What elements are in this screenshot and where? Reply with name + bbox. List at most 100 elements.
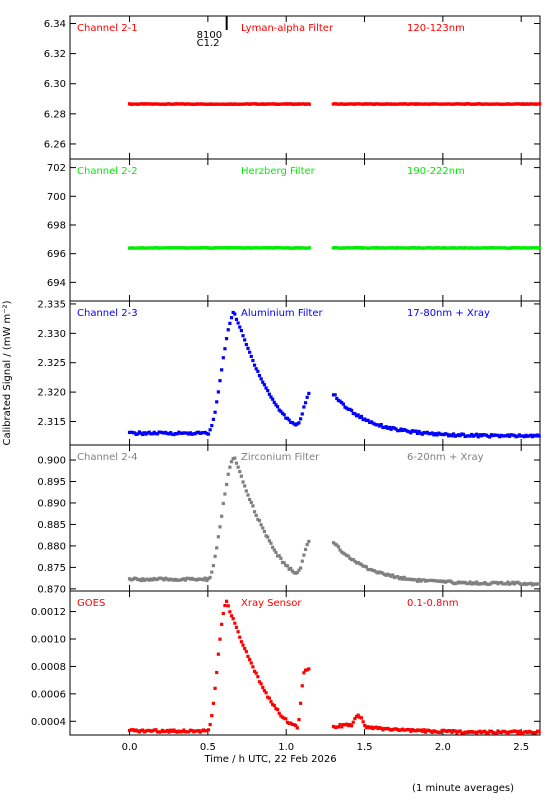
data-point <box>341 723 345 727</box>
data-point <box>287 567 291 571</box>
data-point <box>532 582 536 586</box>
data-point <box>167 730 171 734</box>
panel-channel-2-2-ytick-label: 694 <box>47 278 66 289</box>
data-point <box>379 422 383 427</box>
panel-channel-2-1-series <box>127 102 542 106</box>
data-point <box>331 541 336 545</box>
data-point <box>211 564 216 568</box>
data-point <box>402 575 406 579</box>
data-point <box>149 577 153 581</box>
data-point <box>432 579 436 583</box>
data-point <box>354 714 359 719</box>
data-point <box>175 432 179 436</box>
xtick-label: 2.5 <box>513 742 529 753</box>
data-point <box>188 431 192 435</box>
panel-channel-2-2-frame <box>69 158 541 302</box>
data-point <box>201 431 206 435</box>
data-point <box>527 434 531 438</box>
data-point <box>149 432 153 436</box>
data-point <box>466 730 471 734</box>
data-point <box>351 557 355 562</box>
data-point <box>348 407 352 411</box>
data-point <box>183 431 188 435</box>
data-point <box>465 581 469 586</box>
data-point <box>290 569 294 573</box>
data-point <box>471 434 475 438</box>
panel-channel-2-1-filter-label: Lyman-alpha Filter <box>241 23 334 34</box>
data-point <box>173 432 178 436</box>
data-point <box>424 579 428 583</box>
data-point <box>509 433 513 437</box>
data-point <box>399 427 403 431</box>
data-point <box>248 350 252 354</box>
data-point <box>412 577 416 582</box>
data-point <box>239 640 243 644</box>
data-point <box>146 728 150 733</box>
data-point <box>147 430 151 434</box>
data-point <box>519 434 523 438</box>
panel-channel-2-2-band-label: 190-222nm <box>407 166 465 177</box>
data-point <box>277 554 281 558</box>
data-point <box>195 578 199 582</box>
data-point <box>506 580 510 584</box>
data-point <box>373 725 377 730</box>
data-point <box>303 668 308 672</box>
data-point <box>353 412 357 416</box>
y-axis-title: Calibrated Signal / (mW m⁻²) <box>2 300 13 445</box>
panel-goes-filter-label: Xray Sensor <box>241 598 302 609</box>
data-point <box>410 429 415 433</box>
data-point <box>409 431 413 435</box>
data-point <box>529 433 533 437</box>
data-point <box>335 543 339 547</box>
data-point <box>348 556 352 560</box>
data-point <box>224 599 229 603</box>
data-point <box>228 610 232 614</box>
data-point <box>346 554 350 558</box>
data-point <box>405 429 410 433</box>
data-point <box>170 578 174 582</box>
data-point <box>257 680 262 684</box>
data-point <box>346 723 350 728</box>
data-point <box>220 368 224 372</box>
panel-channel-2-1-ytick-label: 6.34 <box>44 19 66 30</box>
data-point <box>136 729 140 733</box>
data-point <box>532 731 536 735</box>
data-point <box>180 431 184 435</box>
data-point <box>374 423 378 427</box>
data-point <box>307 246 311 250</box>
data-point <box>302 671 306 675</box>
data-point <box>331 393 336 397</box>
panel-goes-ytick-label: 0.0004 <box>31 717 66 728</box>
data-point <box>244 650 248 654</box>
data-point <box>427 578 431 583</box>
data-point <box>177 578 181 582</box>
data-point <box>210 714 214 718</box>
data-point <box>499 433 503 438</box>
data-point <box>200 577 204 581</box>
data-point <box>338 399 342 403</box>
data-point <box>211 701 216 705</box>
data-point <box>407 430 411 434</box>
data-point <box>516 731 520 735</box>
data-point <box>257 373 262 378</box>
data-point <box>131 430 135 435</box>
data-point <box>169 431 173 435</box>
data-point <box>262 529 267 534</box>
data-point <box>404 577 408 581</box>
data-point <box>458 434 462 438</box>
data-point <box>341 551 345 555</box>
data-point <box>489 729 494 733</box>
data-point <box>269 700 273 704</box>
data-point <box>177 430 181 434</box>
data-point <box>387 425 392 430</box>
data-point <box>517 729 521 733</box>
data-point <box>350 724 354 728</box>
data-point <box>208 428 212 432</box>
data-point <box>178 578 183 582</box>
data-point <box>361 417 365 422</box>
data-point <box>190 576 194 581</box>
data-point <box>182 431 186 435</box>
data-point <box>182 577 186 581</box>
data-point <box>127 728 132 733</box>
data-point <box>173 577 178 581</box>
